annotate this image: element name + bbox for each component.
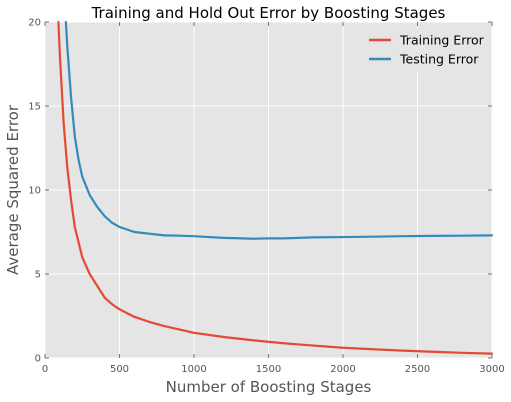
series-line-training-error [57, 20, 494, 355]
y-tick-label: 5 [35, 270, 41, 281]
legend-label-training-error: Training Error [399, 33, 485, 48]
legend: Training Error Testing Error [361, 28, 488, 73]
x-tick-label: 0 [42, 364, 48, 375]
y-tick-label: 10 [28, 186, 41, 197]
x-tick-label: 1500 [256, 364, 281, 375]
legend-box [361, 28, 488, 73]
x-tick-label: 3000 [479, 364, 504, 375]
y-tick-label: 20 [28, 18, 41, 29]
chart-title: Training and Hold Out Error by Boosting … [91, 4, 446, 22]
legend-label-testing-error: Testing Error [399, 52, 479, 67]
x-axis-label: Number of Boosting Stages [166, 378, 372, 396]
y-tick-labels: 0 5 10 15 20 [28, 18, 41, 365]
x-tick-labels: 0 500 1000 1500 2000 2500 3000 [42, 364, 505, 375]
series-line-testing-error [64, 20, 494, 240]
x-tick-label: 500 [110, 364, 129, 375]
y-axis-label: Average Squared Error [4, 104, 22, 275]
y-tick-label: 15 [28, 102, 41, 113]
y-tick-label: 0 [35, 354, 41, 365]
x-tick-label: 1000 [181, 364, 206, 375]
axis-ticks [44, 21, 493, 359]
x-tick-label: 2500 [405, 364, 430, 375]
series-lines [57, 20, 494, 355]
x-tick-label: 2000 [330, 364, 355, 375]
